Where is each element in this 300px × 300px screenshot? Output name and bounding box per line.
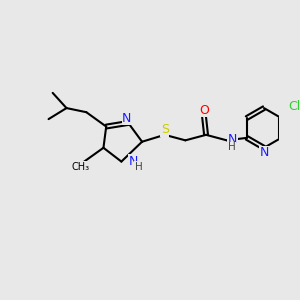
Text: N: N bbox=[259, 146, 269, 159]
Text: N: N bbox=[122, 112, 132, 124]
Text: O: O bbox=[199, 103, 209, 116]
Text: S: S bbox=[161, 123, 169, 136]
Text: H: H bbox=[228, 142, 236, 152]
Text: CH₃: CH₃ bbox=[72, 161, 90, 172]
Text: Cl: Cl bbox=[288, 100, 300, 113]
Text: N: N bbox=[129, 155, 139, 168]
Text: H: H bbox=[135, 161, 142, 172]
Text: N: N bbox=[228, 133, 238, 146]
